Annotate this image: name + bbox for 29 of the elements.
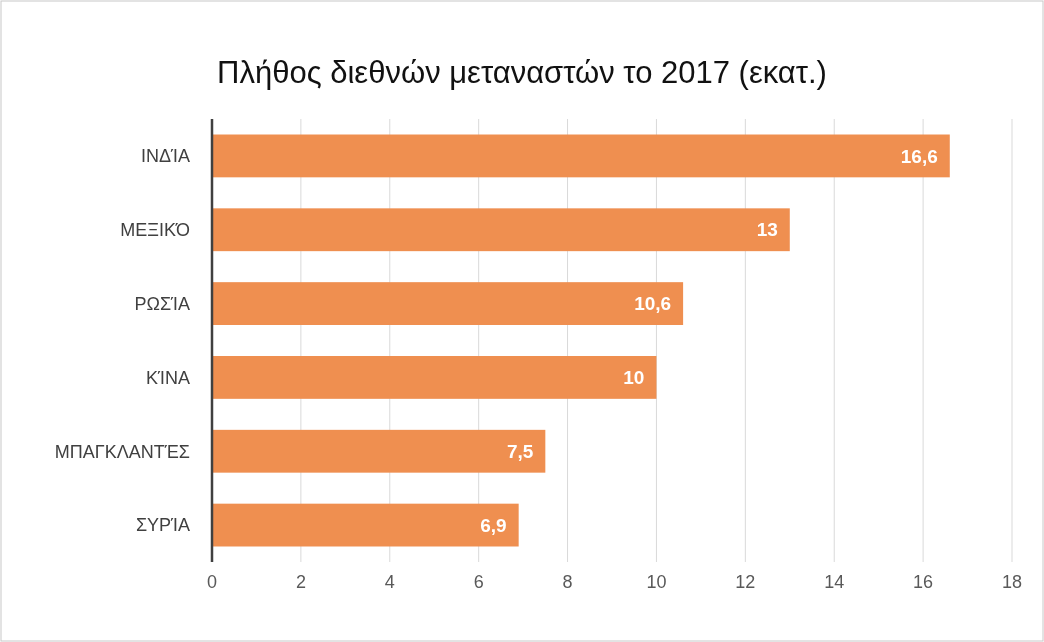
y-tick-label: ΡΩΣΊΑ (134, 293, 190, 314)
bar (212, 134, 950, 178)
bar (212, 356, 657, 399)
x-tick-label: 0 (206, 572, 218, 592)
x-tick-label: 2 (295, 572, 306, 592)
chart-title: Πλήθος διεθνών μεταναστών το 2017 (εκατ.) (217, 55, 827, 90)
bar (212, 282, 684, 325)
bar (212, 208, 790, 252)
bar (212, 503, 519, 547)
x-tick-label: 4 (384, 572, 395, 592)
x-tick-label: 6 (473, 572, 484, 592)
data-label: 16,6 (900, 145, 938, 167)
data-label: 13 (756, 219, 778, 241)
x-tick-label: 14 (824, 572, 845, 592)
x-tick-label: 8 (562, 572, 573, 592)
data-label: 7,5 (506, 440, 534, 462)
y-tick-label: ΜΠΑΓΚΛΑΝΤΈΣ (54, 441, 190, 462)
x-tick-label: 18 (1001, 572, 1023, 592)
data-label: 6,9 (480, 514, 507, 536)
x-tick-label: 12 (735, 572, 756, 592)
x-tick-label: 16 (913, 572, 934, 592)
data-label: 10,6 (634, 293, 672, 315)
x-tick-label: 10 (646, 572, 667, 592)
y-tick-label: ΣΥΡΊΑ (135, 515, 190, 536)
y-tick-label: ΜΕΞΙΚΌ (120, 220, 191, 241)
y-tick-label: ΚΊΝΑ (146, 367, 190, 388)
data-label: 10 (623, 367, 645, 389)
y-tick-label: ΙΝΔΊΑ (141, 146, 190, 167)
bar (212, 429, 546, 473)
